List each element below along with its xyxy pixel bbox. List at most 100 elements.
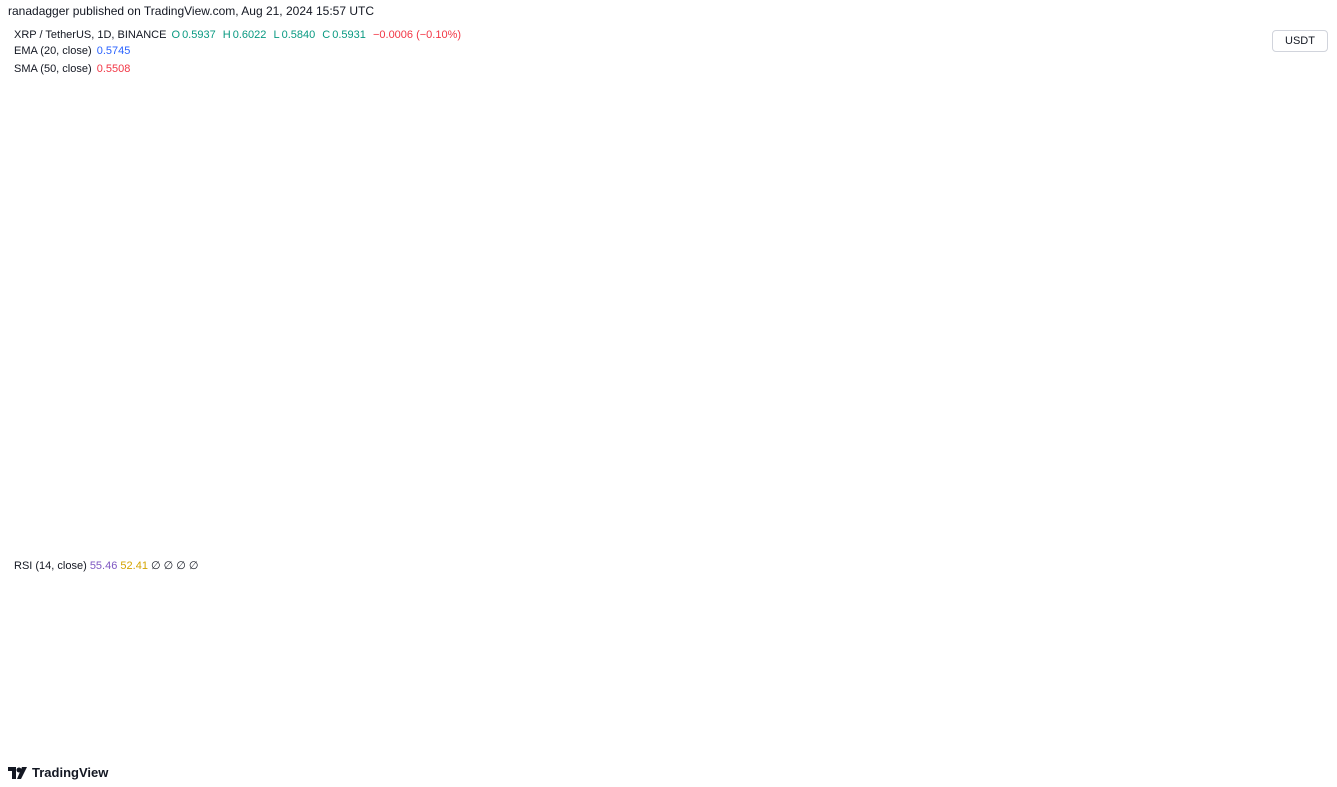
- time-tick-label: Apr: [563, 737, 580, 749]
- candle-body: [579, 246, 583, 248]
- candle-body: [993, 286, 998, 295]
- candle-body: [1097, 240, 1101, 248]
- candle-body: [33, 229, 37, 242]
- candle-body: [615, 240, 619, 247]
- rsi-legend[interactable]: RSI (14, close) 55.46 52.41 ∅ ∅ ∅ ∅: [14, 560, 199, 572]
- candle-body: [1021, 206, 1025, 229]
- candle-body: [425, 266, 429, 285]
- candle-body: [204, 224, 209, 232]
- candle-body: [700, 346, 705, 358]
- svg-text:0.5508: 0.5508: [1273, 304, 1307, 316]
- candle-body: [660, 343, 664, 349]
- candle-body: [394, 307, 398, 318]
- candle-body: [304, 327, 308, 344]
- ohlc-open: O 0.5937: [171, 29, 216, 41]
- level-price-tag: 0.6400: [1269, 177, 1329, 193]
- candle-body: [186, 192, 190, 196]
- candle-body: [439, 216, 443, 227]
- candle-body: [998, 271, 1002, 287]
- candle-body: [123, 199, 127, 211]
- candle-body: [885, 413, 889, 419]
- candle-body: [362, 326, 366, 333]
- candle-body: [1106, 233, 1110, 248]
- candle-body: [263, 306, 267, 315]
- tradingview-logo[interactable]: TradingView: [8, 765, 108, 780]
- candle-body: [687, 323, 691, 342]
- sma-legend[interactable]: SMA (50, close) 0.5508: [14, 63, 131, 75]
- svg-text:XRPUSDT: XRPUSDT: [1212, 242, 1265, 254]
- candle-body: [786, 338, 790, 364]
- candle-body: [452, 174, 457, 192]
- candle-body: [515, 184, 520, 219]
- candle-body: [782, 338, 786, 359]
- candle-body: [470, 140, 475, 168]
- candle-body: [696, 319, 700, 347]
- candle-body: [705, 354, 709, 358]
- candle-body: [24, 217, 28, 240]
- candle-body: [1115, 247, 1119, 262]
- candle-body: [141, 196, 145, 220]
- candle-body: [926, 391, 930, 395]
- candle-body: [552, 212, 556, 224]
- candle-body: [989, 270, 993, 295]
- published-line: ranadagger published on TradingView.com,…: [8, 4, 375, 18]
- candle-body: [502, 171, 506, 177]
- candle-body: [466, 167, 470, 172]
- candle-body: [795, 345, 799, 348]
- candle-body: [389, 307, 393, 326]
- candle-body: [475, 131, 479, 141]
- currency-unit-button[interactable]: USDT: [1272, 30, 1328, 52]
- level-price-tag: 0.4600: [1269, 414, 1329, 430]
- candle-body: [19, 232, 24, 240]
- time-tick-label: 2024: [169, 737, 194, 749]
- candle-body: [150, 196, 154, 221]
- candle-body: [957, 427, 962, 455]
- candle-body: [132, 197, 136, 214]
- candle-body: [254, 295, 258, 315]
- candle-body: [520, 216, 524, 219]
- candle-body: [236, 278, 240, 288]
- svg-text:+2.49%: +2.49%: [1276, 256, 1314, 268]
- candle-body: [1070, 263, 1074, 274]
- candle-body: [1151, 284, 1156, 294]
- ema-value-tag: 0.5745: [1269, 283, 1329, 299]
- candle-body: [1048, 249, 1052, 253]
- candle-body: [741, 351, 745, 367]
- candle-body: [1066, 263, 1070, 290]
- candle-body: [1057, 237, 1061, 241]
- candle-body: [962, 406, 966, 428]
- candle-body: [128, 210, 132, 214]
- candle-body: [1043, 222, 1047, 250]
- symbol-label[interactable]: XRP / TetherUS, 1D, BINANCE: [14, 29, 167, 41]
- ohlc-low: L 0.5840: [273, 29, 316, 41]
- candle-body: [939, 421, 944, 439]
- candle-body: [759, 328, 763, 332]
- candle-body: [493, 145, 497, 156]
- ohlc-change: −0.0006 (−0.10%): [372, 29, 462, 41]
- candle-body: [376, 297, 380, 330]
- flash-icon[interactable]: [1174, 529, 1194, 549]
- candle-body: [403, 274, 407, 319]
- candle-body: [903, 389, 908, 424]
- candle-body: [858, 379, 862, 412]
- candle-body: [497, 145, 502, 172]
- candle-body: [28, 217, 33, 230]
- candle-body: [736, 351, 741, 369]
- tv-logo-icon: [8, 766, 27, 779]
- svg-text:0.5931: 0.5931: [1276, 242, 1310, 254]
- candle-body: [754, 331, 759, 366]
- candle-body: [114, 179, 118, 190]
- candle-body: [1156, 249, 1160, 285]
- candle-body: [322, 346, 326, 348]
- candle-body: [975, 340, 980, 360]
- candle-body: [908, 385, 912, 390]
- candle-body: [966, 382, 971, 407]
- svg-text:0.5745: 0.5745: [1273, 286, 1307, 298]
- ema-legend[interactable]: EMA (20, close) 0.5745: [14, 45, 131, 57]
- candle-body: [349, 328, 353, 349]
- candle-body: [1034, 204, 1038, 218]
- candle-body: [606, 249, 610, 289]
- candle-body: [863, 400, 867, 412]
- candle-body: [367, 304, 371, 327]
